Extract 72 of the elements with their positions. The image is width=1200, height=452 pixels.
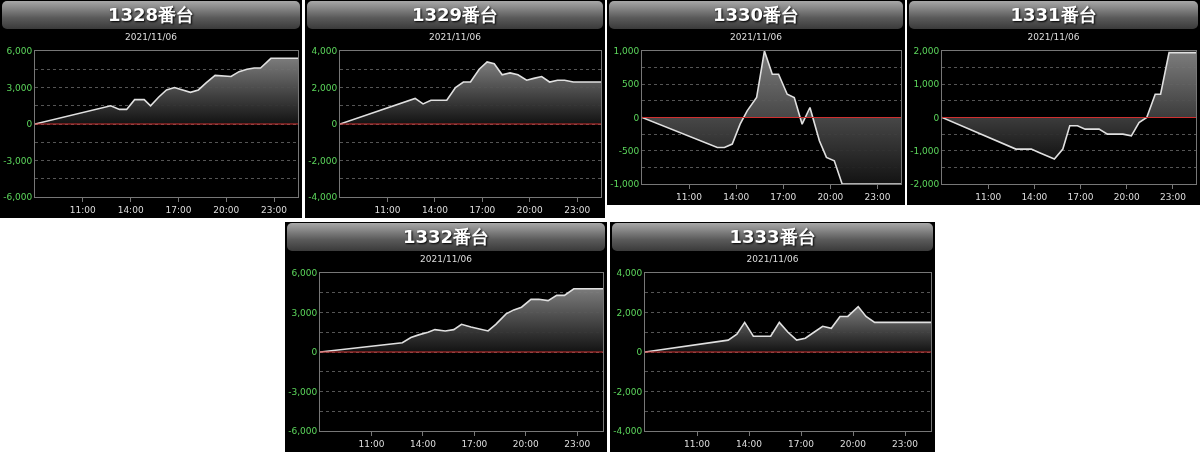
x-tick-label: 14:00 <box>409 438 437 449</box>
chart-title: 1331番台 <box>909 1 1198 29</box>
y-tick-label: 1,000 <box>613 46 640 57</box>
x-tick-label: 23:00 <box>564 438 591 449</box>
x-tick-label: 14:00 <box>736 438 763 449</box>
x-tick-label: 11:00 <box>676 191 703 202</box>
y-tick-label: 6,000 <box>291 268 318 279</box>
x-tick-label: 14:00 <box>723 191 750 202</box>
chart-subtitle: 2021/11/06 <box>1027 32 1080 43</box>
chart-title: 1333番台 <box>612 223 933 251</box>
x-tick-label: 14:00 <box>421 204 449 215</box>
x-tick-label: 11:00 <box>374 204 401 215</box>
y-tick-label: 0 <box>636 347 643 358</box>
x-tick-label: 23:00 <box>864 191 891 202</box>
y-tick-label: 4,000 <box>616 268 643 279</box>
x-tick-label: 14:00 <box>117 204 144 215</box>
x-tick-label: 11:00 <box>69 204 97 215</box>
y-tick-label: -2,000 <box>308 155 338 166</box>
y-tick-label: 2,000 <box>913 46 940 57</box>
x-tick-label: 17:00 <box>770 191 797 202</box>
y-tick-label: -1,000 <box>610 179 640 190</box>
chart-title: 1329番台 <box>307 1 603 29</box>
y-tick-label: 500 <box>622 79 640 90</box>
y-tick-label: 3,000 <box>291 307 318 318</box>
y-tick-label: 3,000 <box>6 82 33 93</box>
chart-title: 1330番台 <box>609 1 903 29</box>
chart-subtitle: 2021/11/06 <box>429 32 482 43</box>
y-tick-label: 0 <box>331 119 338 130</box>
y-tick-label: 0 <box>26 119 33 130</box>
y-tick-label: 0 <box>933 112 940 123</box>
y-tick-label: 0 <box>311 347 318 358</box>
x-tick-label: 17:00 <box>165 204 192 215</box>
x-tick-label: 20:00 <box>213 204 240 215</box>
y-tick-label: -3,000 <box>288 386 318 397</box>
chart-subtitle: 2021/11/06 <box>125 32 178 43</box>
chart-subtitle: 2021/11/06 <box>746 254 799 265</box>
y-tick-label: 0 <box>633 112 640 123</box>
y-tick-label: 2,000 <box>616 307 643 318</box>
x-tick-label: 17:00 <box>1067 191 1094 202</box>
y-tick-label: -1,000 <box>910 145 940 156</box>
chart-subtitle: 2021/11/06 <box>420 254 473 265</box>
x-tick-label: 11:00 <box>975 191 1002 202</box>
y-tick-label: 4,000 <box>311 46 338 57</box>
x-tick-label: 20:00 <box>512 438 540 449</box>
x-tick-label: 11:00 <box>358 438 385 449</box>
y-tick-label: -2,000 <box>613 386 643 397</box>
chart-title: 1332番台 <box>287 223 605 251</box>
x-tick-label: 20:00 <box>1113 191 1140 202</box>
x-tick-label: 17:00 <box>461 438 488 449</box>
y-tick-label: 2,000 <box>311 82 338 93</box>
y-tick-label: -2,000 <box>910 179 940 190</box>
y-tick-label: -4,000 <box>308 192 338 203</box>
x-tick-label: 17:00 <box>788 438 815 449</box>
y-tick-label: -6,000 <box>288 426 318 437</box>
chart-title: 1328番台 <box>2 1 300 29</box>
x-tick-label: 11:00 <box>684 438 711 449</box>
chart-subtitle: 2021/11/06 <box>730 32 783 43</box>
x-tick-label: 23:00 <box>892 438 919 449</box>
x-tick-label: 23:00 <box>261 204 288 215</box>
y-tick-label: -4,000 <box>613 426 643 437</box>
y-tick-label: 1,000 <box>913 79 940 90</box>
x-tick-label: 20:00 <box>817 191 844 202</box>
y-tick-label: -500 <box>618 145 640 156</box>
x-tick-label: 23:00 <box>1159 191 1187 202</box>
y-tick-label: -6,000 <box>3 192 33 203</box>
x-tick-label: 14:00 <box>1021 191 1048 202</box>
x-tick-label: 17:00 <box>469 204 496 215</box>
y-tick-label: 6,000 <box>6 46 33 57</box>
y-tick-label: -3,000 <box>3 155 33 166</box>
x-tick-label: 20:00 <box>840 438 867 449</box>
x-tick-label: 20:00 <box>516 204 544 215</box>
x-tick-label: 23:00 <box>564 204 591 215</box>
